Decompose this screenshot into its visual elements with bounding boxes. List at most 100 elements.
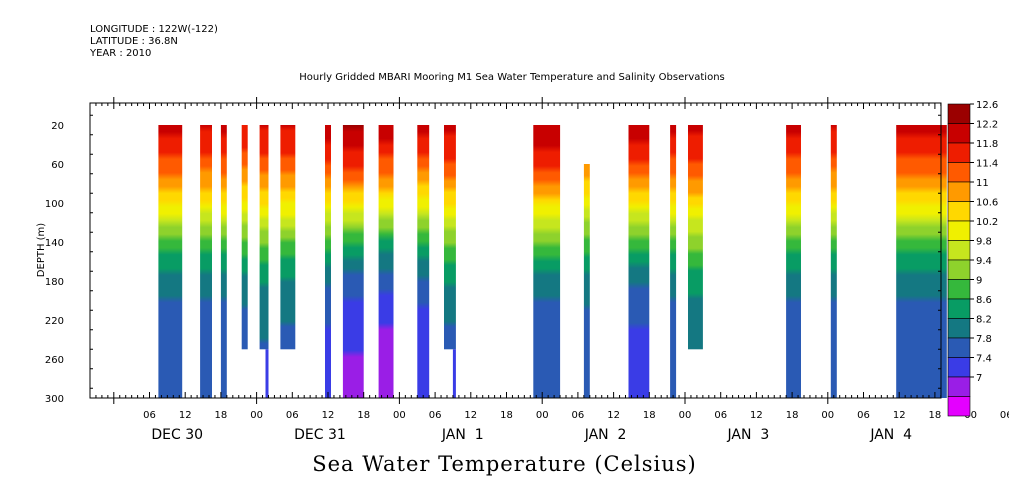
data-segment (583, 164, 590, 398)
data-segment (444, 125, 456, 350)
colorbar-label: 10.2 (976, 217, 998, 228)
y-tick-label: 100 (45, 199, 64, 210)
x-day-label: JAN 3 (727, 427, 770, 443)
data-segment (786, 125, 801, 398)
data-segment (688, 125, 703, 350)
colorbar-label: 7.4 (976, 354, 992, 365)
x-hour-label: 12 (464, 410, 477, 421)
data-segment (220, 125, 227, 398)
x-hour-label: 18 (357, 410, 370, 421)
y-tick-label: 300 (45, 394, 64, 405)
x-hour-label: 00 (393, 410, 406, 421)
colorbar-label: 12.6 (976, 100, 998, 111)
plot-frame (89, 102, 942, 399)
data-segment (200, 125, 212, 398)
data-segment (265, 349, 269, 399)
data-segment (896, 125, 947, 398)
x-hour-label: 12 (322, 410, 335, 421)
x-hour-label: 18 (500, 410, 513, 421)
data-segment (259, 125, 269, 350)
colorbar (947, 103, 974, 417)
x-hour-label: 06 (429, 410, 442, 421)
colorbar-swatch (947, 279, 971, 300)
x-hour-label: 00 (821, 410, 834, 421)
colorbar-label: 12.2 (976, 120, 998, 131)
y-axis-ticks (90, 114, 941, 389)
year-label: YEAR : 2010 (90, 48, 152, 59)
colorbar-labels: 12.6 12.2 11.8 11.4 11 10.6 10.2 9.8 9.4 9 8.6 8.2 7… (976, 100, 998, 384)
x-hour-label: 06 (857, 410, 870, 421)
colorbar-label: 9.4 (976, 256, 992, 267)
colorbar-swatch (947, 337, 971, 358)
colorbar-label: 9.8 (976, 237, 992, 248)
data-segment (280, 125, 296, 350)
latitude-label: LATITUDE : 36.8N (90, 36, 178, 47)
colorbar-label: 7.8 (976, 334, 992, 345)
colorbar-label: 11.8 (976, 139, 998, 150)
data-segment (378, 125, 394, 398)
x-hour-label: 18 (643, 410, 656, 421)
colorbar-swatch (947, 259, 971, 280)
x-hour-label: 12 (607, 410, 620, 421)
y-tick-label: 180 (45, 277, 64, 288)
x-hour-label: 00 (679, 410, 692, 421)
colorbar-swatch (947, 123, 971, 144)
colorbar-label: 7 (976, 373, 982, 384)
x-day-label: JAN 1 (441, 427, 484, 443)
longitude-label: LONGITUDE : 122W(-122) (90, 24, 218, 35)
footer-variable-label: Sea Water Temperature (Celsius) (312, 452, 697, 476)
x-hour-label: 00 (250, 410, 263, 421)
x-hour-label: 06 (286, 410, 299, 421)
colorbar-label: 11 (976, 178, 989, 189)
x-hour-label: 00 (536, 410, 549, 421)
colorbar-label: 8.6 (976, 295, 992, 306)
data-segment (325, 125, 331, 398)
data-segment (533, 125, 561, 398)
x-hour-label: 06 (572, 410, 585, 421)
colorbar-swatch (947, 220, 971, 241)
data-segment (830, 125, 837, 398)
data-segment (417, 125, 430, 398)
x-hour-label: 06 (1000, 410, 1009, 421)
colorbar-swatch (947, 298, 971, 319)
x-hour-label: 06 (143, 410, 156, 421)
colorbar-swatch (947, 357, 971, 378)
x-axis-hour-labels: 06 12 18 00 06 12 18 00 06 12 18 00 06 12 18 00 06 12 18 00… (143, 410, 1009, 421)
colorbar-label: 8.2 (976, 315, 992, 326)
colorbar-swatch (947, 162, 971, 183)
data-segment (158, 125, 183, 398)
colorbar-label: 10.6 (976, 198, 998, 209)
x-day-label: DEC 31 (294, 427, 346, 443)
colorbar-swatch (947, 181, 971, 202)
y-axis-labels: 20 60 100 140 180 220 260 300 (45, 121, 64, 405)
x-hour-label: 12 (750, 410, 763, 421)
y-tick-label: 260 (45, 355, 64, 366)
x-hour-label: 12 (179, 410, 192, 421)
y-tick-label: 20 (51, 121, 64, 132)
x-hour-label: 18 (786, 410, 799, 421)
x-hour-label: 18 (215, 410, 228, 421)
x-hour-label: 12 (893, 410, 906, 421)
y-tick-label: 220 (45, 316, 64, 327)
data-segment (670, 125, 677, 398)
colorbar-label: 11.4 (976, 159, 998, 170)
y-axis-title: DEPTH (m) (36, 223, 47, 277)
colorbar-swatch (947, 318, 971, 339)
colorbar-label: 9 (976, 276, 982, 287)
colorbar-swatch (947, 376, 971, 397)
colorbar-swatch (947, 201, 971, 222)
data-segments (158, 125, 947, 399)
x-hour-label: 18 (929, 410, 942, 421)
data-segment (342, 125, 364, 398)
y-tick-label: 60 (51, 160, 64, 171)
x-day-label: JAN 4 (869, 427, 912, 443)
colorbar-swatch (947, 103, 971, 124)
colorbar-swatch (947, 240, 971, 261)
x-hour-label: 06 (714, 410, 727, 421)
x-axis-ticks (95, 97, 942, 404)
data-segment (628, 125, 650, 398)
chart-title: Hourly Gridded MBARI Mooring M1 Sea Wate… (299, 72, 725, 83)
x-day-label: DEC 30 (151, 427, 203, 443)
